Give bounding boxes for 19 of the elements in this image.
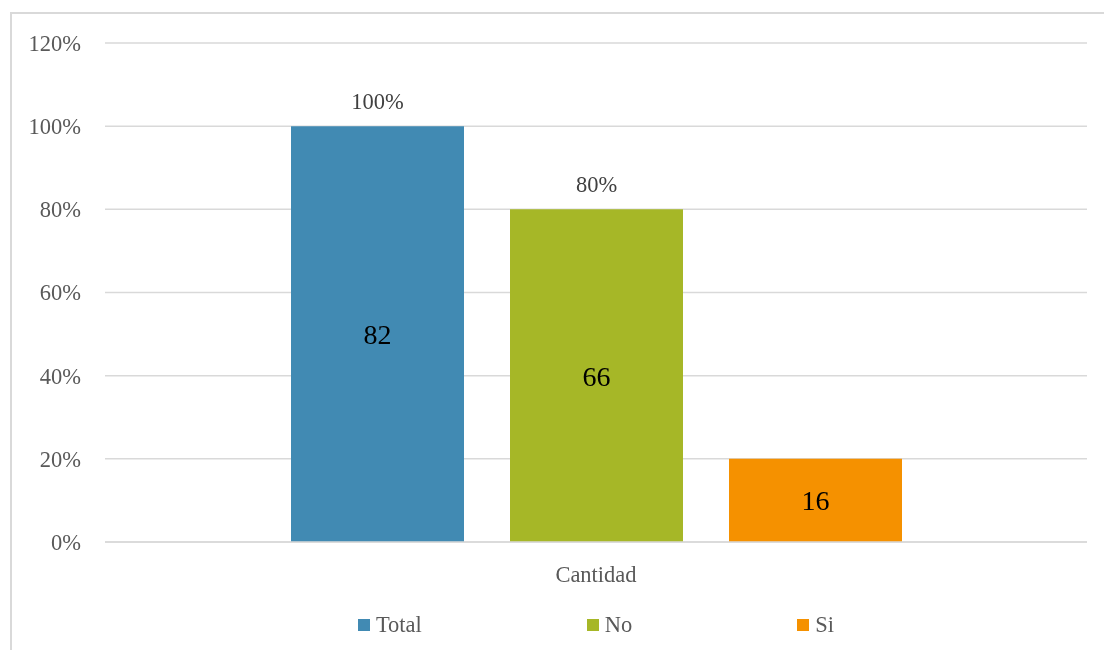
bar: [510, 209, 683, 542]
bar: [291, 126, 464, 542]
data-label: 80%: [575, 172, 618, 198]
y-tick-label: 100%: [28, 114, 81, 140]
x-tick-label: Cantidad: [555, 561, 637, 587]
legend-label: Si: [815, 612, 835, 638]
bar: [729, 458, 902, 542]
y-tick-label: 60%: [39, 280, 81, 306]
y-tick-label: 120%: [28, 30, 81, 56]
annotation: 16: [801, 484, 830, 516]
data-label: 100%: [351, 89, 404, 115]
legend-label: No: [604, 612, 633, 638]
y-tick-label: 80%: [39, 197, 81, 223]
annotation: 82: [363, 318, 392, 350]
annotation: 66: [582, 360, 611, 392]
legend-label: Total: [375, 612, 422, 638]
y-tick-label: 20%: [39, 446, 81, 472]
y-tick-label: 0%: [51, 529, 81, 555]
y-tick-label: 40%: [39, 363, 81, 389]
